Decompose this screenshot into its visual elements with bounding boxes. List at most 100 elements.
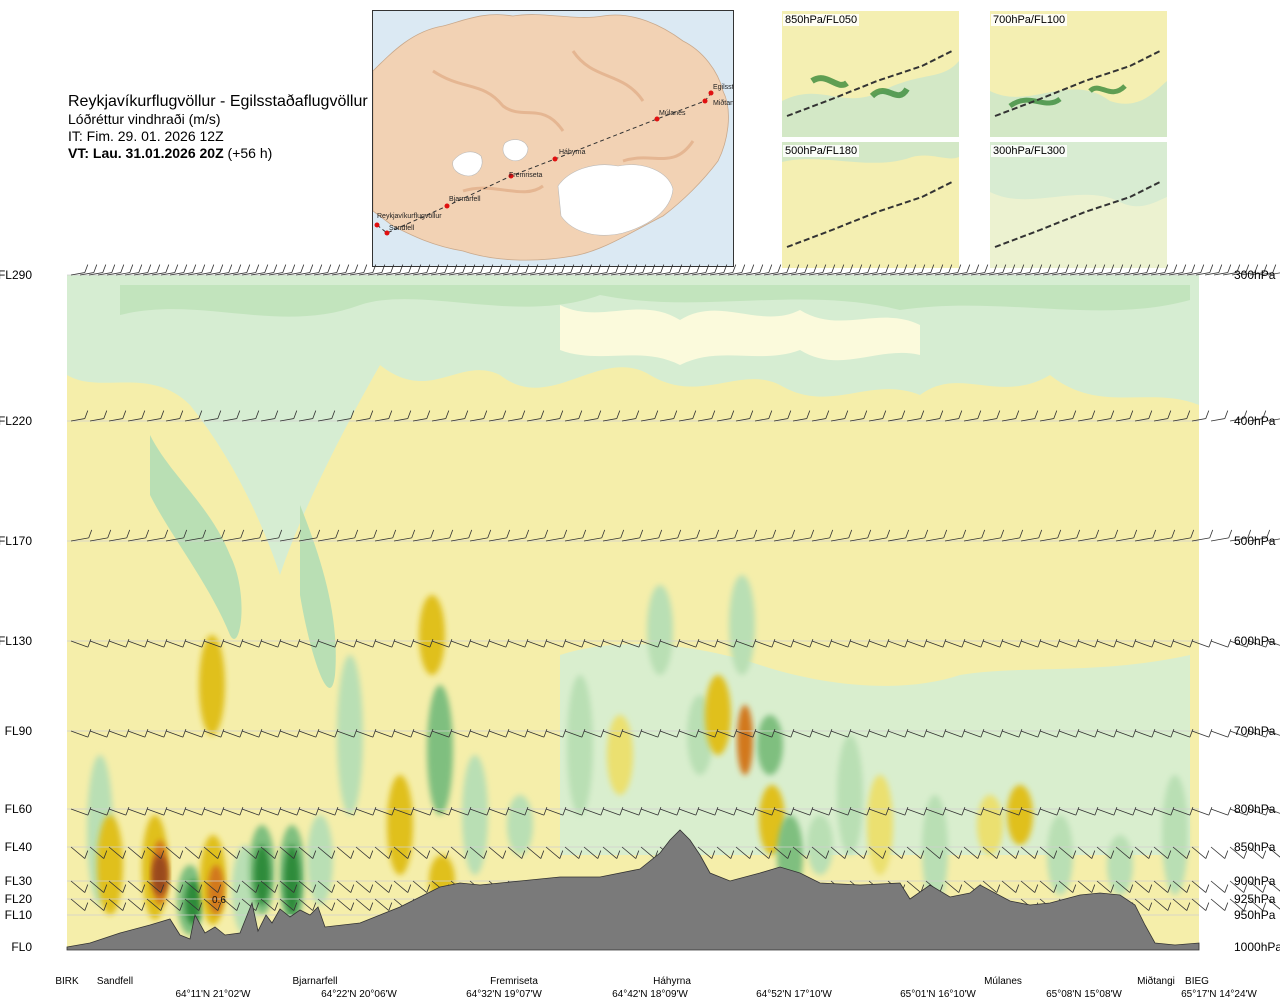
wind-barb [146, 898, 162, 911]
right-axis-label: 700hPa [1234, 724, 1276, 738]
wind-barb [70, 846, 86, 859]
thumb-500[interactable]: 500hPa/FL180 [782, 142, 959, 268]
wind-barb [736, 272, 751, 276]
wind-barb [488, 537, 507, 542]
wind-barb [108, 880, 124, 893]
wind-barb [450, 640, 469, 648]
wind-barb-feather [597, 410, 602, 419]
wind-barb-feather [867, 529, 872, 539]
wind-barb [849, 846, 865, 859]
wind-barb [146, 537, 165, 542]
init-time: IT: Fim. 29. 01. 2026 12Z [68, 128, 224, 144]
wind-barb [659, 640, 678, 648]
wind-barb-feather [331, 902, 336, 911]
coordinate-label: 64°11'N 21°02'W [175, 989, 251, 1000]
wind-barb-feather [921, 264, 926, 273]
wind-barb [241, 418, 256, 422]
wind-barb-feather [1091, 410, 1096, 419]
wind-barb [1020, 418, 1035, 422]
wind-barb-feather [1167, 902, 1172, 911]
wind-barb-feather [771, 639, 776, 648]
wind-barb-feather [350, 410, 355, 419]
wind-barb [1210, 640, 1229, 648]
wind-barb-feather [999, 639, 1004, 648]
wind-barb [260, 537, 279, 542]
wind-barb-feather [524, 807, 529, 816]
map-waypoint-label: Reykjavíkurflugvöllur [377, 213, 442, 220]
wind-barb-feather [239, 639, 244, 648]
wind-barb-feather [1186, 884, 1191, 893]
wind-barb [89, 418, 104, 422]
wind-barb [165, 418, 180, 422]
wind-barb-feather [160, 884, 165, 893]
wind-barb-feather [354, 529, 359, 539]
wind-barb [1039, 846, 1055, 859]
wind-barb-feather [1146, 264, 1151, 273]
thumb-850[interactable]: 850hPa/FL050 [782, 11, 959, 137]
wind-barb [184, 537, 203, 542]
wind-barb-feather [980, 729, 985, 738]
wind-barb-feather [1057, 529, 1062, 539]
thumb-300[interactable]: 300hPa/FL300 [990, 142, 1167, 268]
wind-barb-feather [581, 729, 586, 738]
right-axis-label: 950hPa [1234, 908, 1276, 922]
wind-barb-feather [183, 264, 188, 273]
wind-barb [655, 272, 670, 276]
wind-barb-feather [901, 410, 906, 419]
coordinate-label: 64°42'N 18°09'W [612, 989, 688, 1000]
wind-barb-feather [521, 410, 526, 419]
wind-barb [526, 418, 541, 422]
wind-barb [203, 898, 219, 911]
wind-barb-feather [391, 807, 396, 816]
wind-barb [1267, 808, 1280, 814]
wind-barb [222, 846, 238, 859]
wind-barb-feather [462, 264, 467, 273]
wind-barb [184, 846, 200, 859]
wind-barb-feather [350, 902, 355, 911]
wind-barb [792, 640, 811, 648]
wind-barb-feather [847, 639, 852, 648]
wind-barb-feather [239, 807, 244, 816]
wind-barb-feather [705, 264, 710, 273]
wind-barb [1069, 272, 1084, 276]
wind-barb [317, 808, 336, 816]
wind-barb [1096, 418, 1111, 422]
wind-barb [108, 808, 127, 816]
field-cell [1107, 835, 1133, 895]
wind-barb-feather [828, 807, 833, 816]
wind-barb [374, 418, 389, 422]
wind-barb [982, 880, 998, 893]
wind-barb-feather [103, 884, 108, 893]
wind-barb-feather [410, 639, 415, 648]
wind-barb-feather [120, 264, 125, 273]
wind-barb [317, 640, 336, 648]
wind-barb-feather [962, 529, 967, 539]
wind-barb-feather [1037, 639, 1042, 648]
wind-barb-feather [715, 529, 720, 539]
left-axis-label: FL60 [5, 802, 33, 816]
wind-barb [502, 272, 517, 276]
thumb-700[interactable]: 700hPa/FL100 [990, 11, 1167, 137]
wind-barb [146, 418, 161, 422]
wind-barb [601, 272, 616, 276]
wind-barb-feather [1000, 529, 1005, 539]
wind-barb [127, 418, 142, 422]
wind-barb-feather [806, 850, 811, 859]
wind-barb-feather [236, 850, 241, 859]
axis-labels: FL290 FL220 FL170 FL130 FL90 FL60 FL40 FL30 FL20… [0, 268, 1280, 1000]
wind-barb [1258, 272, 1273, 276]
wind-barb-feather [809, 639, 814, 648]
wind-barb-feather [886, 529, 891, 539]
wind-barb-feather [579, 264, 584, 273]
wind-barb-feather [312, 410, 317, 419]
wind-barb-feather [1018, 639, 1023, 648]
wind-barb [697, 418, 712, 422]
left-axis-label: FL170 [0, 534, 32, 548]
wind-barb [1248, 846, 1264, 859]
wind-barb [1077, 846, 1093, 859]
wind-barb [298, 846, 314, 859]
wind-barb-feather [217, 850, 222, 859]
wind-barb [697, 537, 716, 542]
right-axis-label: 400hPa [1234, 414, 1276, 428]
wind-barb-feather [831, 264, 836, 273]
